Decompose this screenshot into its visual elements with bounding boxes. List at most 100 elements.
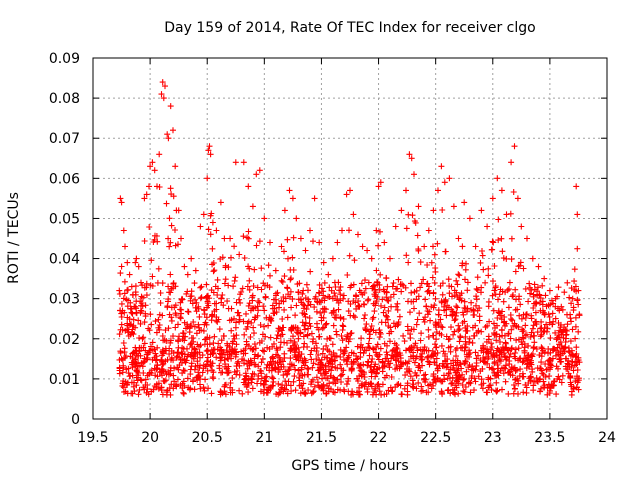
data-point [352, 293, 359, 299]
data-point [513, 367, 520, 374]
data-point [170, 372, 177, 379]
data-point [151, 346, 158, 353]
data-point [362, 326, 369, 333]
data-point [136, 335, 143, 341]
data-point [566, 294, 573, 301]
data-point [207, 151, 214, 158]
data-point [469, 324, 476, 331]
data-point [361, 374, 368, 380]
data-point [555, 351, 562, 358]
data-point [442, 358, 449, 365]
data-point [133, 347, 140, 354]
data-point [148, 343, 154, 350]
data-point [457, 361, 463, 367]
data-point [461, 360, 468, 367]
data-point [339, 337, 346, 344]
data-point [160, 95, 167, 102]
data-point [300, 287, 307, 294]
data-point [270, 378, 277, 385]
data-point [482, 279, 489, 286]
data-point [398, 391, 405, 398]
data-point [368, 323, 375, 329]
data-point [261, 386, 268, 393]
data-point [505, 331, 512, 337]
data-point [201, 387, 208, 394]
data-point [376, 383, 383, 390]
data-point [317, 370, 324, 377]
data-point [165, 135, 172, 142]
data-point [193, 299, 200, 306]
data-point [297, 329, 304, 336]
data-point [327, 335, 334, 342]
data-point [149, 339, 156, 346]
data-point [249, 385, 256, 392]
data-point [218, 347, 225, 354]
data-point [503, 255, 510, 262]
data-point [162, 83, 168, 90]
data-point [143, 280, 150, 287]
data-point [488, 246, 495, 253]
data-point [324, 346, 331, 353]
data-point [364, 386, 371, 392]
data-point [196, 313, 203, 320]
data-point [470, 312, 477, 318]
data-point [330, 349, 337, 356]
data-point [442, 296, 449, 303]
data-point [191, 345, 198, 352]
data-point [299, 319, 306, 326]
data-point [348, 359, 355, 365]
data-point [395, 319, 402, 326]
data-point [492, 352, 499, 358]
data-point [394, 322, 401, 329]
data-point [374, 365, 381, 372]
data-point [309, 338, 316, 345]
data-point [524, 235, 530, 242]
data-point [485, 354, 492, 360]
data-point [224, 349, 231, 356]
data-point [244, 320, 251, 327]
data-point [511, 382, 517, 388]
data-point [137, 376, 144, 383]
data-point [205, 385, 212, 392]
data-point [168, 222, 175, 229]
data-point [462, 276, 468, 283]
data-point [572, 314, 579, 321]
x-axis-label: GPS time / hours [291, 458, 408, 474]
data-point [267, 272, 273, 279]
data-point [141, 195, 148, 202]
data-point [130, 291, 136, 298]
data-point [393, 303, 400, 310]
data-point [273, 391, 280, 397]
data-point [303, 281, 310, 288]
data-point [352, 314, 358, 321]
data-point [175, 207, 182, 214]
data-point [180, 333, 187, 340]
data-point [443, 306, 450, 313]
data-point [218, 389, 225, 396]
data-point [475, 373, 482, 380]
data-point [443, 312, 450, 319]
data-point [327, 357, 334, 364]
data-point [330, 307, 337, 314]
data-point [378, 319, 385, 326]
data-point [320, 259, 327, 266]
data-point [459, 382, 466, 388]
data-point [383, 313, 390, 320]
data-point [121, 345, 128, 352]
data-point [262, 374, 269, 381]
data-point [555, 365, 561, 372]
data-point [496, 291, 503, 298]
data-point [222, 276, 229, 283]
data-point [281, 306, 288, 313]
data-point [502, 289, 509, 296]
data-point [467, 380, 474, 387]
data-point [508, 326, 515, 333]
data-point [190, 319, 197, 325]
data-point [498, 187, 505, 194]
data-point [480, 266, 487, 273]
data-point [375, 356, 382, 363]
data-point [254, 284, 261, 291]
data-point [345, 298, 352, 305]
data-point [187, 297, 194, 304]
data-point [163, 200, 170, 207]
